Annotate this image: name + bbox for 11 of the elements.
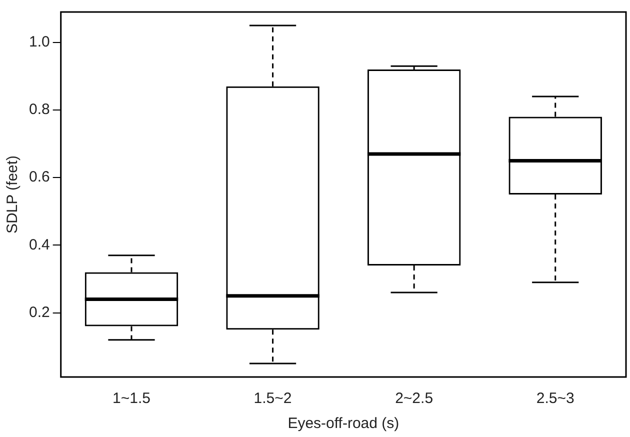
y-tick-label: 0.4	[28, 236, 50, 254]
x-tick-label: 1~1.5	[112, 390, 150, 408]
x-tick-label: 2~2.5	[395, 390, 434, 408]
y-axis-title: SDLP (feet)	[4, 155, 22, 234]
y-tick-label: 1.0	[28, 34, 50, 51]
y-tick-label: 0.2	[28, 304, 50, 321]
y-tick-label: 0.6	[28, 168, 50, 186]
x-tick-label: 1.5~2	[254, 390, 292, 408]
x-axis-title: Eyes-off-road (s)	[288, 415, 400, 432]
x-tick-label: 2.5~3	[536, 390, 574, 408]
y-tick-label: 0.8	[28, 101, 50, 118]
